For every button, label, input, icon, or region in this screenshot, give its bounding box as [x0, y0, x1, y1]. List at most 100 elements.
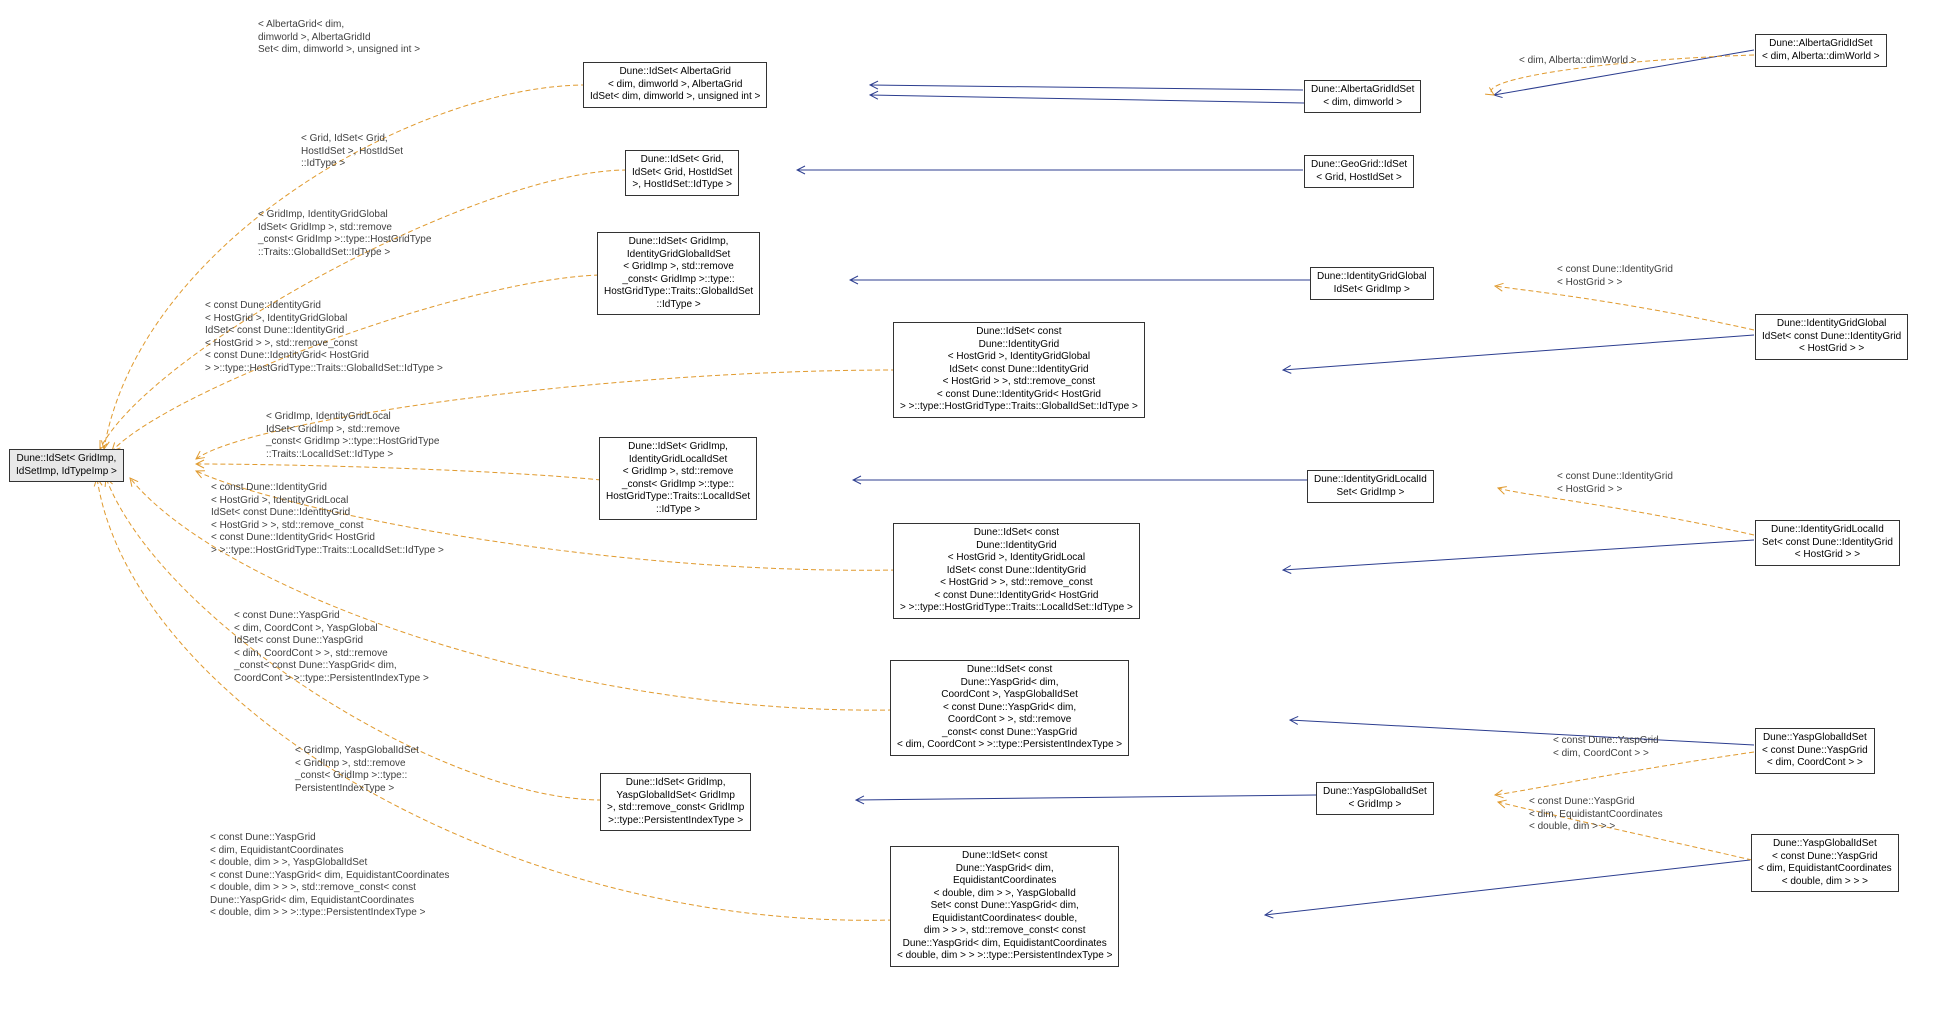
tmpl-label-yasp-equi: < const Dune::YaspGrid < dim, Equidistan…	[210, 832, 449, 920]
t: < const Dune::IdentityGrid	[211, 482, 327, 493]
t: < double, dim > > >	[1529, 821, 1615, 832]
t: >, std::remove_const< GridImp	[607, 802, 744, 813]
node-idset-idlocal[interactable]: Dune::IdSet< GridImp, IdentityGridLocalI…	[599, 437, 757, 520]
tmpl-label-yasp-coord: < const Dune::YaspGrid < dim, CoordCont …	[234, 610, 429, 685]
t: Set< GridImp >	[1337, 487, 1405, 498]
t: < double, dim > > >	[1782, 876, 1868, 887]
t: Dune::IdentityGrid	[976, 540, 1057, 551]
t: Dune::IdSet< GridImp,	[626, 777, 726, 788]
t: < HostGrid >, IdentityGridLocal	[948, 552, 1085, 563]
t: < dim, CoordCont > >	[1553, 748, 1649, 759]
t: Dune::YaspGlobalIdSet	[1773, 838, 1877, 849]
node-mid-identity-global[interactable]: Dune::IdentityGridGlobal IdSet< GridImp …	[1310, 267, 1434, 300]
node-mid-identity-local[interactable]: Dune::IdentityGridLocalId Set< GridImp >	[1307, 470, 1434, 503]
t: < HostGrid > >	[1795, 549, 1860, 560]
t: > >::type::HostGridType::Traits::GlobalI…	[205, 363, 443, 374]
node-right-alberta[interactable]: Dune::AlbertaGridIdSet < dim, Alberta::d…	[1755, 34, 1887, 67]
t: < const Dune::YaspGrid	[234, 610, 340, 621]
node-right-yasp-equi[interactable]: Dune::YaspGlobalIdSet < const Dune::Yasp…	[1751, 834, 1899, 892]
t: IdSet< dim, dimworld >, unsigned int >	[590, 91, 760, 102]
t: < double, dim > >, YaspGlobalId	[934, 888, 1076, 899]
t: Dune::IdSet< Grid,	[641, 154, 724, 165]
t: < const Dune::IdentityGrid< HostGrid	[205, 350, 369, 361]
t: < dim, dimworld >	[1323, 97, 1402, 108]
node-right-identity-global[interactable]: Dune::IdentityGridGlobal IdSet< const Du…	[1755, 314, 1908, 360]
t: < const Dune::YaspGrid	[1529, 796, 1635, 807]
node-mid-geogrid[interactable]: Dune::GeoGrid::IdSet < Grid, HostIdSet >	[1304, 155, 1414, 188]
t: < const Dune::YaspGrid	[1553, 735, 1659, 746]
t: < HostGrid > >, std::remove_const	[211, 520, 364, 531]
text: Dune::IdSet< GridImp,	[17, 453, 117, 464]
t: < dim, CoordCont > >, std::remove	[234, 648, 388, 659]
node-right-identity-local[interactable]: Dune::IdentityGridLocalId Set< const Dun…	[1755, 520, 1900, 566]
t: Dune::IdSet< const	[974, 527, 1059, 538]
t: YaspGlobalIdSet< GridImp	[616, 790, 735, 801]
node-idset-yasp-equi[interactable]: Dune::IdSet< const Dune::YaspGrid< dim, …	[890, 846, 1119, 967]
tmpl-label-idglobal: < GridImp, IdentityGridGlobal IdSet< Gri…	[258, 209, 431, 259]
t: < const Dune::YaspGrid< dim,	[943, 702, 1076, 713]
t: IdSet< const Dune::IdentityGrid	[949, 364, 1088, 375]
t: ::IdType >	[656, 504, 700, 515]
t: Set< const Dune::YaspGrid< dim,	[931, 900, 1079, 911]
t: < const Dune::IdentityGrid< HostGrid	[211, 532, 375, 543]
t: dimworld >, AlbertaGridId	[258, 32, 371, 43]
t: < Grid, IdSet< Grid,	[301, 133, 388, 144]
t: HostGridType::Traits::GlobalIdSet	[604, 286, 753, 297]
node-right-yasp-coordcont[interactable]: Dune::YaspGlobalIdSet < const Dune::Yasp…	[1755, 728, 1875, 774]
node-idset-yasp-gridimp[interactable]: Dune::IdSet< GridImp, YaspGlobalIdSet< G…	[600, 773, 751, 831]
node-mid-alberta[interactable]: Dune::AlbertaGridIdSet < dim, dimworld >	[1304, 80, 1421, 113]
node-idset-idlocal-const[interactable]: Dune::IdSet< const Dune::IdentityGrid < …	[893, 523, 1140, 619]
t: Set< dim, dimworld >, unsigned int >	[258, 44, 420, 55]
t: _const< GridImp >::type::	[622, 479, 734, 490]
t: IdentityGridGlobalIdSet	[627, 249, 730, 260]
node-idset-idglobal-const[interactable]: Dune::IdSet< const Dune::IdentityGrid < …	[893, 322, 1145, 418]
t: < HostGrid >, IdentityGridGlobal	[205, 313, 347, 324]
t: < const Dune::YaspGrid	[210, 832, 316, 843]
t: EquidistantCoordinates< double,	[932, 913, 1077, 924]
node-mid-yasp-global[interactable]: Dune::YaspGlobalIdSet < GridImp >	[1316, 782, 1434, 815]
t: Dune::AlbertaGridIdSet	[1769, 38, 1872, 49]
t: < dim, Alberta::dimWorld >	[1762, 51, 1880, 62]
tmpl-label-idlocal-const: < const Dune::IdentityGrid < HostGrid >,…	[211, 482, 444, 557]
t: < Grid, HostIdSet >	[1316, 172, 1402, 183]
t: >, HostIdSet::IdType >	[632, 179, 732, 190]
tmpl-label-right-yasp-coord: < const Dune::YaspGrid < dim, CoordCont …	[1553, 735, 1659, 760]
t: IdSet< GridImp >, std::remove	[258, 222, 392, 233]
t: Dune::AlbertaGridIdSet	[1311, 84, 1414, 95]
t: HostIdSet >, HostIdSet	[301, 146, 403, 157]
t: IdSet< const Dune::YaspGrid	[234, 635, 363, 646]
t: > >::type::HostGridType::Traits::GlobalI…	[900, 401, 1138, 412]
tmpl-label-right-idlocal: < const Dune::IdentityGrid < HostGrid > …	[1557, 471, 1673, 496]
t: < const Dune::IdentityGrid< HostGrid	[937, 389, 1101, 400]
inheritance-diagram: Dune::IdSet< GridImp, IdSetImp, IdTypeIm…	[0, 0, 1955, 1034]
t: Dune::IdentityGridGlobal	[1777, 318, 1887, 329]
t: Dune::IdSet< GridImp,	[629, 236, 729, 247]
node-idset-grid[interactable]: Dune::IdSet< Grid, IdSet< Grid, HostIdSe…	[625, 150, 739, 196]
t: ::IdType >	[301, 158, 345, 169]
t: < const Dune::YaspGrid	[1772, 851, 1878, 862]
t: < const Dune::YaspGrid	[1762, 745, 1868, 756]
t: < const Dune::IdentityGrid< HostGrid	[934, 590, 1098, 601]
tmpl-label-idlocal: < GridImp, IdentityGridLocal IdSet< Grid…	[266, 411, 439, 461]
t: < double, dim > > >, std::remove_const< …	[210, 882, 416, 893]
tmpl-label-idglobal-const: < const Dune::IdentityGrid < HostGrid >,…	[205, 300, 443, 375]
t: IdSet< GridImp >	[1334, 284, 1410, 295]
t: < dim, CoordCont >, YaspGlobal	[234, 623, 378, 634]
node-idset-yasp-coord[interactable]: Dune::IdSet< const Dune::YaspGrid< dim, …	[890, 660, 1129, 756]
t: IdentityGridLocalIdSet	[629, 454, 727, 465]
t: Dune::YaspGrid< dim, EquidistantCoordina…	[903, 938, 1107, 949]
t: PersistentIndexType >	[295, 783, 394, 794]
t: Dune::YaspGrid< dim, EquidistantCoordina…	[210, 895, 414, 906]
t: < dim, CoordCont > >::type::PersistentIn…	[897, 739, 1122, 750]
t: Dune::IdSet< const	[976, 326, 1061, 337]
t: < HostGrid > >, std::remove_const	[940, 577, 1093, 588]
t: CoordCont >, YaspGlobalIdSet	[941, 689, 1078, 700]
node-idset-alberta[interactable]: Dune::IdSet< AlbertaGrid < dim, dimworld…	[583, 62, 767, 108]
node-idset-idglobal[interactable]: Dune::IdSet< GridImp, IdentityGridGlobal…	[597, 232, 760, 315]
t: < HostGrid > >	[1557, 484, 1622, 495]
t: < HostGrid > >, std::remove_const	[205, 338, 358, 349]
tmpl-label-yasp-gridimp: < GridImp, YaspGlobalIdSet < GridImp >, …	[295, 745, 419, 795]
node-root-idset[interactable]: Dune::IdSet< GridImp, IdSetImp, IdTypeIm…	[9, 449, 124, 482]
t: < const Dune::IdentityGrid	[1557, 471, 1673, 482]
tmpl-label-right-idglobal: < const Dune::IdentityGrid < HostGrid > …	[1557, 264, 1673, 289]
